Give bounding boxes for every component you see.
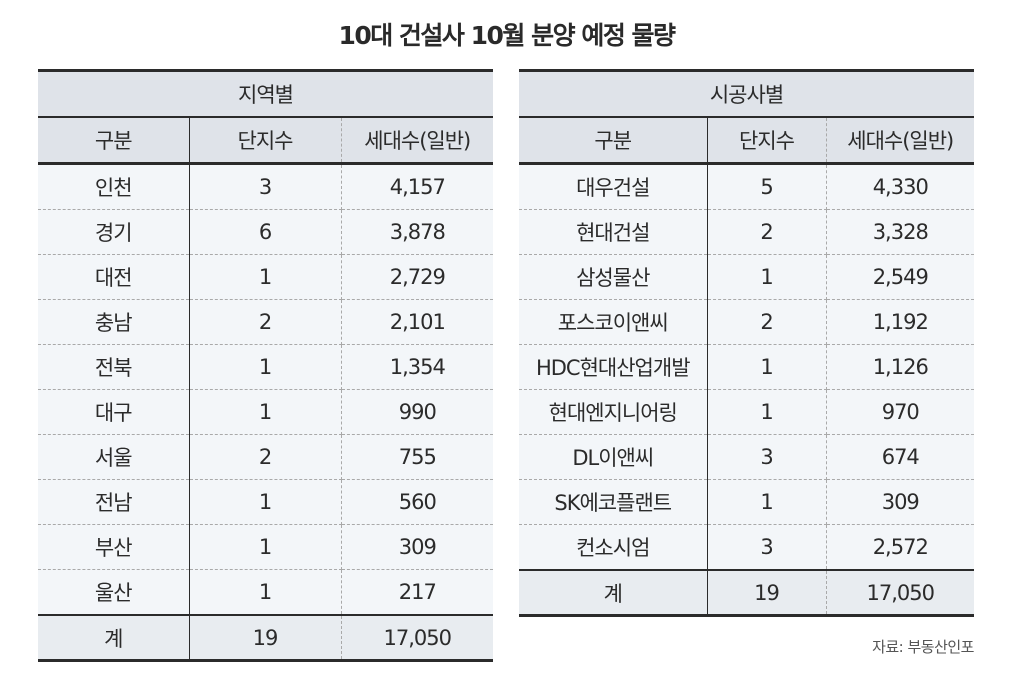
household-count: 560 <box>341 479 494 525</box>
row-label: 삼성물산 <box>519 254 708 300</box>
table-row: 전남 1 560 <box>38 479 494 525</box>
household-count: 970 <box>826 389 975 435</box>
row-label: 컨소시엄 <box>519 524 708 570</box>
table-row: 포스코이앤씨 2 1,192 <box>519 299 975 345</box>
complex-count: 1 <box>189 344 342 390</box>
column-header: 단지수 <box>189 117 342 165</box>
column-header: 구분 <box>38 117 190 165</box>
region-table: 지역별 구분 단지수 세대수(일반) 인천 3 4,157 경기 6 3,878 대전 1 2,… <box>38 69 494 662</box>
household-count: 309 <box>826 479 975 525</box>
builder-table: 시공사별 구분 단지수 세대수(일반) 대우건설 5 4,330 현대건설 2 3,328… <box>519 69 975 617</box>
table-row: 경기 6 3,878 <box>38 209 494 255</box>
complex-count: 3 <box>189 163 342 210</box>
complex-count: 1 <box>189 479 342 525</box>
table-row: 대구 1 990 <box>38 389 494 435</box>
complex-count: 1 <box>707 254 827 300</box>
table-row: HDC현대산업개발 1 1,126 <box>519 344 975 390</box>
household-count: 3,328 <box>826 209 975 255</box>
household-count: 1,192 <box>826 299 975 345</box>
row-label: 부산 <box>38 524 190 570</box>
table-row: 삼성물산 1 2,549 <box>519 254 975 300</box>
group-header: 시공사별 <box>519 70 975 118</box>
total-households: 17,050 <box>341 614 494 661</box>
household-count: 1,354 <box>341 344 494 390</box>
complex-count: 1 <box>707 389 827 435</box>
complex-count: 2 <box>189 434 342 480</box>
total-count: 19 <box>189 614 342 661</box>
column-header: 단지수 <box>707 117 827 165</box>
total-count: 19 <box>707 569 827 616</box>
household-count: 4,157 <box>341 163 494 210</box>
table-row: DL이앤씨 3 674 <box>519 434 975 480</box>
complex-count: 2 <box>707 209 827 255</box>
complex-count: 3 <box>707 524 827 570</box>
total-label: 계 <box>519 569 708 616</box>
row-label: 경기 <box>38 209 190 255</box>
column-header: 세대수(일반) <box>826 117 975 165</box>
total-label: 계 <box>38 614 190 661</box>
table-row: 인천 3 4,157 <box>38 163 494 210</box>
table-row: 대우건설 5 4,330 <box>519 163 975 210</box>
complex-count: 5 <box>707 163 827 210</box>
household-count: 2,572 <box>826 524 975 570</box>
household-count: 2,101 <box>341 299 494 345</box>
complex-count: 1 <box>189 254 342 300</box>
household-count: 309 <box>341 524 494 570</box>
row-label: 대구 <box>38 389 190 435</box>
household-count: 3,878 <box>341 209 494 255</box>
column-header: 구분 <box>519 117 708 165</box>
table-row: 부산 1 309 <box>38 524 494 570</box>
page-title: 10대 건설사 10월 분양 예정 물량 <box>338 21 676 50</box>
group-header: 지역별 <box>38 70 494 118</box>
table-row: 전북 1 1,354 <box>38 344 494 390</box>
total-row: 계 19 17,050 <box>38 614 494 661</box>
row-label: 인천 <box>38 163 190 210</box>
row-label: 서울 <box>38 434 190 480</box>
table-row: 현대건설 2 3,328 <box>519 209 975 255</box>
row-label: 전북 <box>38 344 190 390</box>
household-count: 217 <box>341 569 494 615</box>
complex-count: 2 <box>189 299 342 345</box>
household-count: 674 <box>826 434 975 480</box>
household-count: 4,330 <box>826 163 975 210</box>
row-label: 대우건설 <box>519 163 708 210</box>
table-row: 서울 2 755 <box>38 434 494 480</box>
row-label: SK에코플랜트 <box>519 479 708 525</box>
row-label: 전남 <box>38 479 190 525</box>
row-label: DL이앤씨 <box>519 434 708 480</box>
complex-count: 1 <box>707 344 827 390</box>
table-body: 대우건설 5 4,330 현대건설 2 3,328 삼성물산 1 2,549 포스코이앤씨 2 1,1… <box>519 163 975 570</box>
complex-count: 1 <box>189 569 342 615</box>
row-label: 포스코이앤씨 <box>519 299 708 345</box>
total-households: 17,050 <box>826 569 975 616</box>
table-row: 충남 2 2,101 <box>38 299 494 345</box>
row-label: 대전 <box>38 254 190 300</box>
row-label: 울산 <box>38 569 190 615</box>
row-label: HDC현대산업개발 <box>519 344 708 390</box>
complex-count: 1 <box>707 479 827 525</box>
row-label: 현대엔지니어링 <box>519 389 708 435</box>
complex-count: 1 <box>189 524 342 570</box>
household-count: 2,729 <box>341 254 494 300</box>
household-count: 2,549 <box>826 254 975 300</box>
complex-count: 2 <box>707 299 827 345</box>
row-label: 충남 <box>38 299 190 345</box>
complex-count: 6 <box>189 209 342 255</box>
complex-count: 3 <box>707 434 827 480</box>
table-body: 인천 3 4,157 경기 6 3,878 대전 1 2,729 충남 2 2,101 전북 1 1,354… <box>38 163 494 615</box>
household-count: 990 <box>341 389 494 435</box>
column-header: 세대수(일반) <box>341 117 494 165</box>
household-count: 1,126 <box>826 344 975 390</box>
table-row: 울산 1 217 <box>38 569 494 615</box>
household-count: 755 <box>341 434 494 480</box>
table-row: 컨소시엄 3 2,572 <box>519 524 975 570</box>
table-row: 현대엔지니어링 1 970 <box>519 389 975 435</box>
table-row: 대전 1 2,729 <box>38 254 494 300</box>
complex-count: 1 <box>189 389 342 435</box>
total-row: 계 19 17,050 <box>519 569 975 616</box>
row-label: 현대건설 <box>519 209 708 255</box>
table-row: SK에코플랜트 1 309 <box>519 479 975 525</box>
source-note: 자료: 부동산인포 <box>872 638 974 656</box>
